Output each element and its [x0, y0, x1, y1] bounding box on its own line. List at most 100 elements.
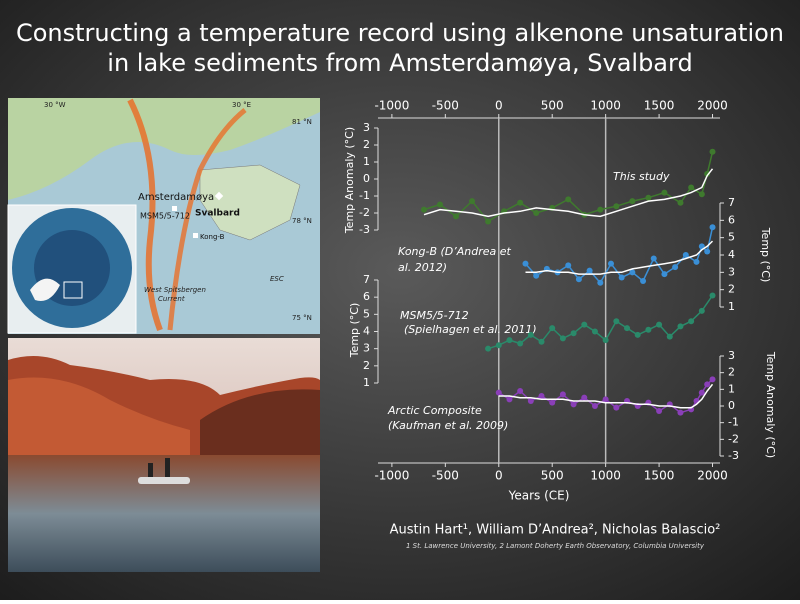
y-tick-label: 5 [363, 307, 370, 320]
y-tick-label: -2 [359, 206, 370, 219]
map-label: 75 °N [292, 314, 312, 322]
data-point [709, 292, 716, 299]
y-tick-label: 3 [363, 342, 370, 355]
y-tick-label: 1 [363, 376, 370, 389]
x-tick-label: -500 [432, 469, 459, 483]
photo [8, 338, 320, 572]
data-point [436, 201, 443, 208]
y-tick-label: 0 [363, 172, 370, 185]
y-tick-label: 2 [728, 283, 735, 296]
data-point [581, 394, 588, 401]
map-label: 30 °E [232, 101, 251, 109]
data-point [634, 331, 641, 338]
data-point [517, 340, 524, 347]
data-point [495, 342, 502, 349]
series-label: (Kaufman et al. 2009) [388, 419, 508, 432]
x-tick-label: 1000 [590, 99, 621, 113]
data-point [570, 330, 577, 337]
data-point [709, 376, 716, 383]
y-tick-label: 6 [363, 290, 370, 303]
data-point [591, 403, 598, 409]
data-point [677, 199, 684, 206]
map-label: ESC [270, 275, 284, 283]
series-label: al. 2012) [398, 261, 447, 274]
data-point [570, 401, 577, 408]
data-point [618, 274, 625, 281]
data-point [565, 196, 572, 203]
y-tick-label: -3 [359, 223, 370, 236]
data-point [709, 224, 716, 231]
data-point [591, 328, 598, 335]
map-label: Kong-B [200, 233, 225, 241]
data-point [704, 248, 711, 255]
slide-title: in lake sediments from Amsterdamøya, Sva… [107, 49, 692, 77]
smoothed-line [498, 383, 714, 409]
y-axis-title: Temp (°C) [348, 303, 361, 359]
y-tick-label: 4 [363, 325, 370, 338]
data-line [487, 294, 714, 350]
data-point [575, 276, 582, 283]
x-tick-label: 500 [541, 99, 564, 113]
y-tick-label: -1 [728, 416, 739, 429]
map-label: Current [158, 295, 185, 303]
data-point [698, 389, 705, 396]
data-point [698, 307, 705, 314]
map-label: MSM5/5-712 [140, 212, 190, 221]
y-tick-label: 7 [728, 196, 735, 209]
smoothed-line [525, 240, 714, 275]
data-point [688, 184, 695, 191]
data-point [613, 404, 620, 411]
data-point [527, 398, 534, 404]
chart: -1000-1000-500-5000050050010001000150015… [343, 99, 777, 503]
y-tick-label: -1 [359, 189, 370, 202]
series-label: MSM5/5-712 [400, 309, 469, 322]
data-point [517, 199, 524, 206]
data-point [704, 170, 711, 177]
data-point [661, 189, 668, 196]
x-tick-label: -500 [432, 99, 459, 113]
series-label: (Spielhagen et al. 2011) [404, 323, 537, 336]
data-point [549, 399, 556, 406]
y-tick-label: -3 [728, 449, 739, 462]
x-tick-label: 2000 [697, 99, 728, 113]
authors: Austin Hart¹, William D’Andrea², Nichola… [390, 523, 721, 538]
data-point [682, 252, 689, 258]
y-tick-label: 2 [363, 359, 370, 372]
data-point [672, 264, 679, 271]
data-point [602, 396, 609, 403]
x-axis-title: Years (CE) [508, 489, 570, 503]
data-point [677, 409, 684, 416]
data-point [469, 198, 476, 205]
series-label: Arctic Composite [387, 404, 482, 417]
y-tick-label: 6 [728, 213, 735, 226]
data-point [602, 337, 609, 344]
y-axis-title: Temp Anomaly (°C) [764, 351, 777, 458]
data-point [506, 396, 513, 403]
data-point [666, 333, 673, 340]
y-tick-label: 1 [363, 155, 370, 168]
data-point [645, 194, 652, 201]
map-label: 81 °N [292, 118, 312, 126]
data-point [581, 321, 588, 328]
data-point [656, 321, 663, 328]
data-point [586, 267, 593, 274]
data-point [485, 218, 492, 225]
data-point [565, 262, 572, 269]
x-tick-label: -1000 [374, 469, 409, 483]
data-point [613, 203, 620, 210]
data-point [495, 389, 502, 396]
data-point [624, 325, 631, 332]
x-tick-label: 1500 [644, 469, 675, 483]
y-tick-label: 1 [728, 382, 735, 395]
map-label: West Spitsbergen [144, 286, 206, 294]
data-point [709, 148, 716, 155]
data-point [613, 318, 620, 325]
data-point [688, 318, 695, 325]
y-tick-label: 5 [728, 231, 735, 244]
data-point [533, 272, 540, 279]
y-axis-title: Temp Anomaly (°C) [343, 127, 356, 234]
x-tick-label: 500 [541, 469, 564, 483]
data-point [645, 326, 652, 333]
y-tick-label: 3 [728, 265, 735, 278]
